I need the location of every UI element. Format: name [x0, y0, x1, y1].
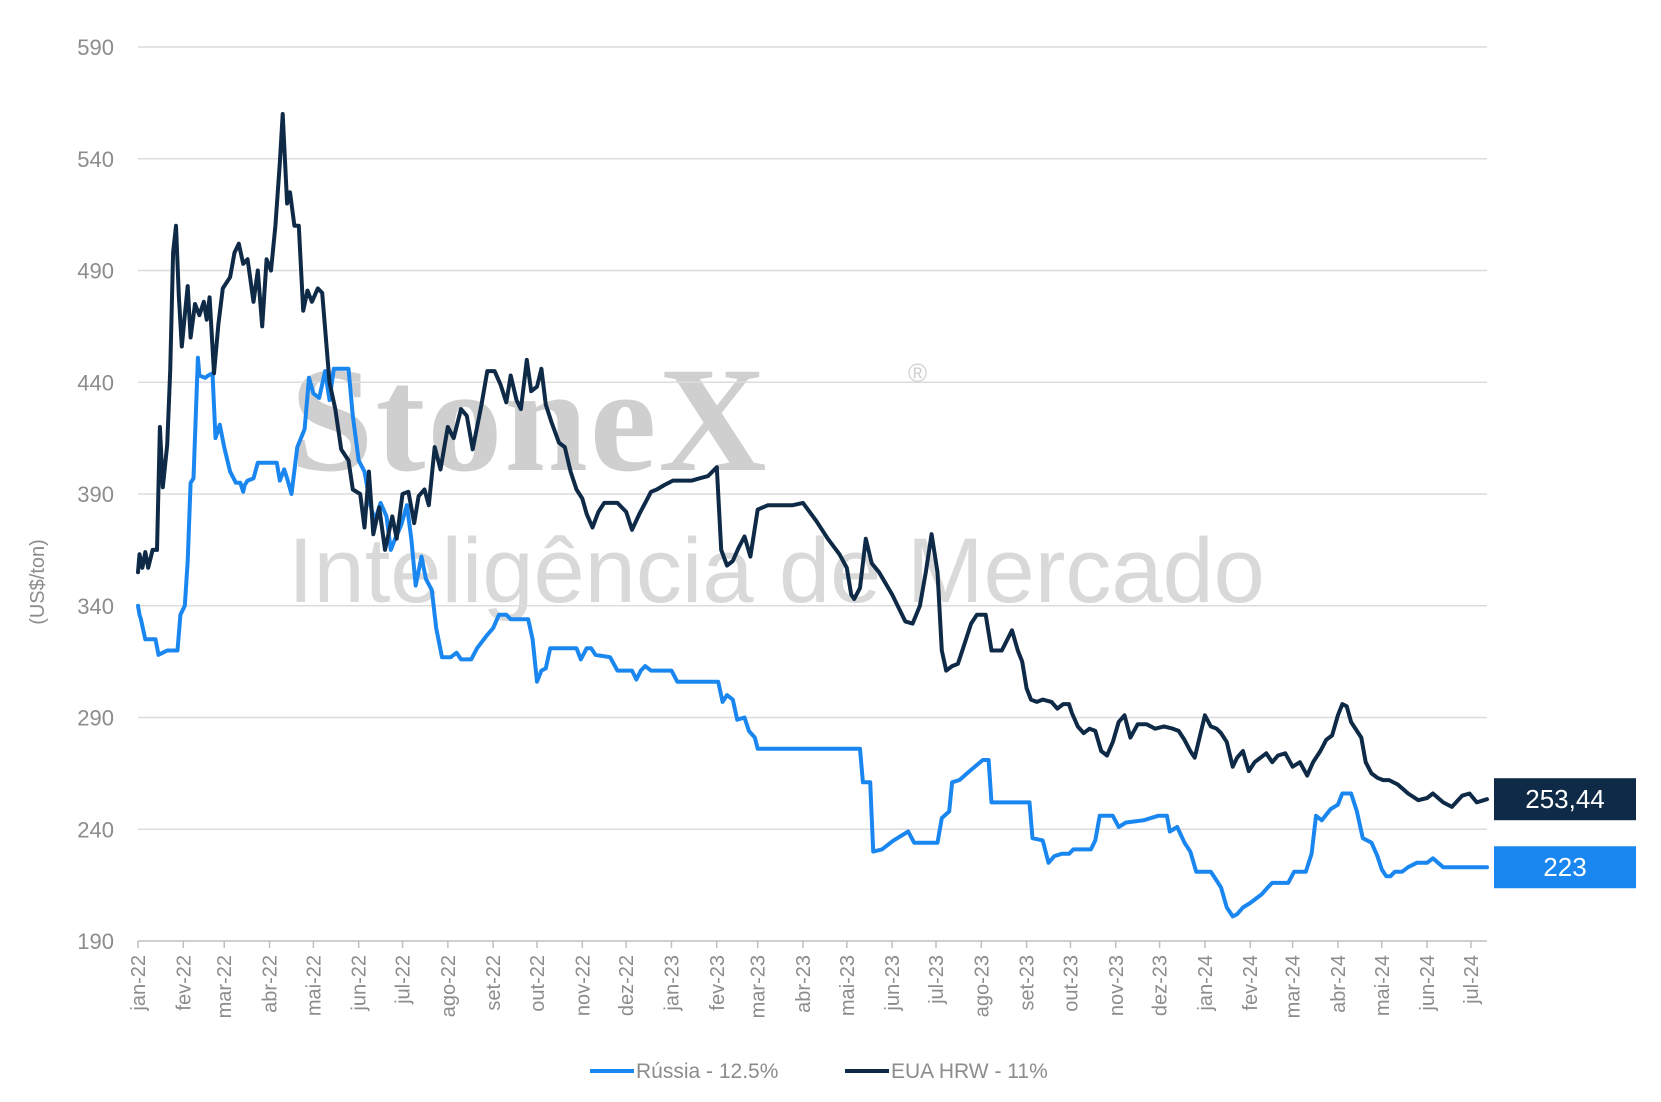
x-tick-label: fev-22 — [173, 955, 195, 1011]
x-tick-label: dez-23 — [1150, 955, 1172, 1016]
y-axis-label: (US$/ton) — [27, 539, 49, 625]
x-tick-label: dez-22 — [616, 955, 638, 1016]
x-tick-label: abr-22 — [260, 955, 282, 1013]
series-line-russia — [136, 355, 1489, 919]
y-tick-label: 490 — [77, 259, 114, 284]
x-tick-label: jul-22 — [393, 955, 415, 1005]
end-label-russia: 223 — [1494, 846, 1636, 889]
x-tick-label: mai-24 — [1372, 955, 1394, 1016]
x-tick-label: jul-23 — [926, 955, 948, 1005]
legend-item-usa-hrw: EUA HRW - 11% — [845, 1060, 1048, 1083]
x-tick-label: mai-22 — [303, 955, 325, 1016]
x-tick-label: ago-22 — [438, 955, 460, 1017]
legend: Rússia - 12.5% EUA HRW - 11% — [590, 1060, 1048, 1083]
end-value-labels: 223 253,44 — [1494, 778, 1636, 889]
x-tick-labels: jan-22 fev-22 mar-22 abr-22 mai-22 jun-22 jul-… — [128, 955, 1483, 1018]
series-line-usa-hrw — [136, 112, 1489, 809]
x-tick-label: out-22 — [527, 955, 549, 1012]
y-tick-label: 440 — [77, 370, 114, 395]
y-tick-label: 340 — [77, 594, 114, 619]
x-tick-label: jun-23 — [882, 955, 904, 1012]
end-label-usa-hrw: 253,44 — [1494, 778, 1636, 821]
x-tick-label: nov-22 — [572, 955, 594, 1016]
x-tick-label: jul-24 — [1461, 955, 1483, 1005]
x-tick-label: out-23 — [1060, 955, 1082, 1012]
x-tick-label: jan-24 — [1195, 955, 1217, 1012]
x-tick-label: mai-23 — [837, 955, 859, 1016]
x-tick-label: fev-23 — [707, 955, 729, 1011]
x-tick-label: fev-24 — [1240, 955, 1262, 1011]
series-lines — [136, 112, 1489, 919]
x-tick-label: jan-23 — [661, 955, 683, 1012]
x-tick-label: nov-23 — [1106, 955, 1128, 1016]
y-tick-label: 190 — [77, 929, 114, 954]
legend-label: EUA HRW - 11% — [891, 1060, 1048, 1083]
y-tick-label: 540 — [77, 147, 114, 172]
y-tick-label: 240 — [77, 817, 114, 842]
x-tick-label: abr-24 — [1328, 955, 1350, 1013]
x-tick-label: jan-22 — [128, 955, 150, 1012]
end-label-box — [1494, 778, 1636, 821]
x-tick-label: ago-23 — [971, 955, 993, 1017]
x-tick-label: set-22 — [483, 955, 505, 1011]
y-gridlines — [138, 46, 1487, 830]
end-label-box — [1494, 846, 1636, 889]
x-tick-label: jun-22 — [349, 955, 371, 1012]
y-tick-label: 290 — [77, 706, 114, 731]
x-tick-label: mar-23 — [748, 955, 770, 1018]
y-tick-labels: 190 240 290 340 390 440 490 540 590 — [77, 35, 114, 954]
x-tick-label: mar-24 — [1283, 955, 1305, 1018]
x-tick-label: jun-24 — [1417, 955, 1439, 1012]
end-label-value: 223 — [1543, 852, 1586, 882]
legend-label: Rússia - 12.5% — [636, 1060, 778, 1083]
y-tick-label: 390 — [77, 482, 114, 507]
x-tick-label: mar-22 — [214, 955, 236, 1018]
x-tick-label: abr-23 — [793, 955, 815, 1013]
y-tick-label: 590 — [77, 35, 114, 60]
x-axis — [137, 940, 1487, 948]
x-tick-label: set-23 — [1017, 955, 1039, 1011]
end-label-value: 253,44 — [1525, 784, 1605, 814]
watermark-registered-mark: ® — [908, 358, 927, 388]
watermark: StoneX ® Inteligência de Mercado — [288, 337, 1265, 622]
legend-item-russia: Rússia - 12.5% — [590, 1060, 778, 1083]
